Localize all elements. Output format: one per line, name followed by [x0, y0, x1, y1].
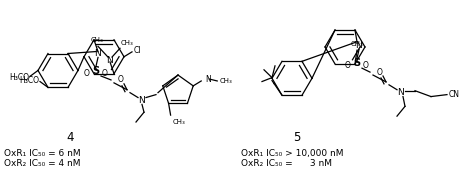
- Text: CH₃: CH₃: [173, 119, 185, 125]
- Text: N: N: [356, 41, 363, 50]
- Text: Cl: Cl: [134, 46, 142, 55]
- Text: CH₃: CH₃: [121, 40, 134, 46]
- Text: CH₃: CH₃: [351, 41, 364, 47]
- Text: O: O: [102, 69, 108, 78]
- Text: S: S: [354, 58, 361, 68]
- Text: O: O: [377, 68, 383, 77]
- Text: N: N: [205, 75, 211, 83]
- Text: N: N: [95, 49, 101, 58]
- Text: O: O: [118, 75, 124, 84]
- Text: O: O: [345, 61, 351, 70]
- Text: H₃CO: H₃CO: [19, 76, 39, 85]
- Text: H₃CO: H₃CO: [9, 73, 29, 82]
- Text: OxR₂ IC₅₀ = 4 nM: OxR₂ IC₅₀ = 4 nM: [4, 159, 81, 167]
- Text: CN: CN: [449, 90, 460, 99]
- Text: CH₃: CH₃: [219, 78, 232, 84]
- Text: N: N: [107, 55, 113, 65]
- Text: O: O: [363, 61, 369, 70]
- Text: S: S: [92, 66, 100, 76]
- Text: O: O: [84, 69, 90, 78]
- Text: N: N: [398, 88, 404, 97]
- Text: CH₃: CH₃: [91, 37, 103, 43]
- Text: OxR₂ IC₅₀ =      3 nM: OxR₂ IC₅₀ = 3 nM: [241, 159, 332, 167]
- Text: N: N: [138, 96, 146, 105]
- Text: 5: 5: [293, 130, 301, 143]
- Text: 4: 4: [66, 130, 74, 143]
- Text: OxR₁ IC₅₀ > 10,000 nM: OxR₁ IC₅₀ > 10,000 nM: [241, 149, 344, 158]
- Text: OxR₁ IC₅₀ = 6 nM: OxR₁ IC₅₀ = 6 nM: [4, 149, 81, 158]
